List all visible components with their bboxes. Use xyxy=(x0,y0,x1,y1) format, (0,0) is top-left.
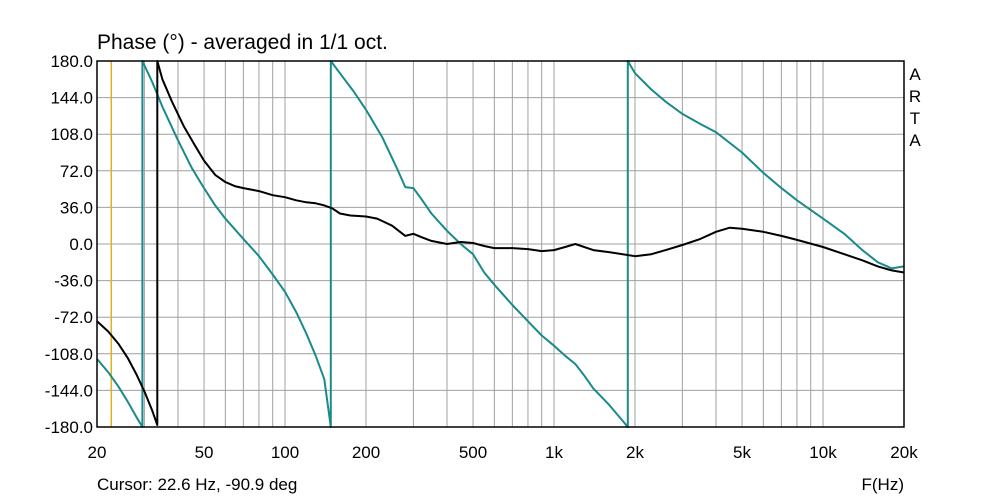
x-tick-label: 5k xyxy=(733,443,751,462)
cursor-readout: Cursor: 22.6 Hz, -90.9 deg xyxy=(97,475,297,494)
side-label-letter: A xyxy=(909,131,921,150)
x-tick-label: 2k xyxy=(626,443,644,462)
y-tick-label: 36.0 xyxy=(60,198,93,217)
y-axis-ticks: 180.0 144.0 108.0 72.0 36.0 0.0 -36.0 -72.0 -108… xyxy=(45,52,93,437)
side-label-letter: R xyxy=(909,87,921,106)
y-tick-label: 144.0 xyxy=(50,89,93,108)
side-label-letter: T xyxy=(910,109,920,128)
x-tick-label: 50 xyxy=(195,443,214,462)
y-tick-label: -108.0 xyxy=(45,345,93,364)
x-tick-label: 20 xyxy=(88,443,107,462)
y-tick-label: -36.0 xyxy=(54,272,93,291)
y-tick-label: 0.0 xyxy=(69,235,93,254)
x-tick-label: 500 xyxy=(459,443,487,462)
x-tick-label: 200 xyxy=(352,443,380,462)
x-tick-label: 10k xyxy=(809,443,837,462)
x-tick-label: 100 xyxy=(271,443,299,462)
x-tick-label: 1k xyxy=(545,443,563,462)
chart-title: Phase (°) - averaged in 1/1 oct. xyxy=(97,31,388,54)
plot-area xyxy=(96,60,905,428)
x-axis-ticks: 20 50 100 200 500 1k 2k 5k 10k 20k xyxy=(88,443,919,462)
y-tick-label: 108.0 xyxy=(50,125,93,144)
y-tick-label: 180.0 xyxy=(50,52,93,71)
y-tick-label: -144.0 xyxy=(45,381,93,400)
x-axis-label: F(Hz) xyxy=(862,475,904,494)
side-label-letter: A xyxy=(909,65,921,84)
y-tick-label: 72.0 xyxy=(60,162,93,181)
series-line-2 xyxy=(96,60,905,428)
y-tick-label: -72.0 xyxy=(54,308,93,327)
x-tick-label: 20k xyxy=(890,443,918,462)
plot-frame xyxy=(96,60,905,428)
y-tick-label: -180.0 xyxy=(45,418,93,437)
grid xyxy=(96,60,905,428)
series-line-1 xyxy=(96,60,905,426)
